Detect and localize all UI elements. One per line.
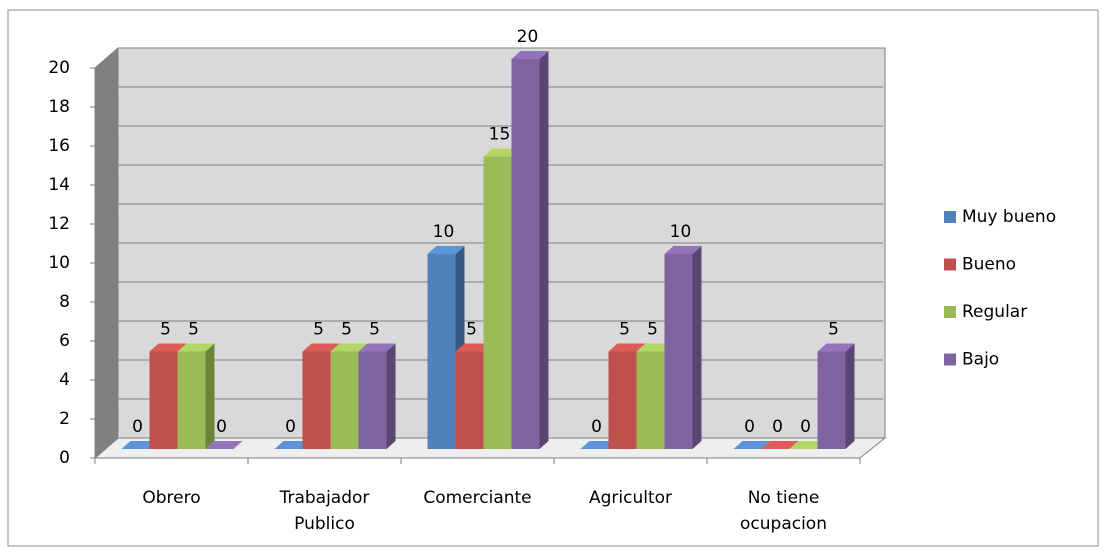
bar-top	[121, 441, 159, 449]
bar	[511, 59, 540, 449]
bar	[149, 351, 178, 449]
y-tick-label: 0	[59, 448, 70, 468]
grid-line-side	[94, 320, 119, 342]
data-label: 5	[341, 320, 352, 340]
bar-side	[845, 343, 855, 449]
grid-line-side	[94, 281, 119, 303]
data-label: 5	[466, 320, 477, 340]
grid-line-side	[94, 242, 119, 264]
bar	[330, 351, 359, 449]
bar-top	[330, 343, 368, 352]
bar-top	[733, 441, 771, 449]
y-tick-label: 2	[59, 409, 70, 429]
grid-line-side	[94, 398, 119, 420]
bar	[358, 351, 387, 449]
bar-top	[817, 343, 855, 352]
bar-top	[455, 343, 493, 352]
y-tick-label: 6	[59, 331, 70, 351]
bar	[427, 254, 456, 449]
data-label: 15	[489, 125, 511, 145]
data-label: 10	[433, 222, 455, 242]
bar-top	[274, 441, 312, 449]
bar	[455, 351, 484, 449]
bar-top	[483, 148, 521, 157]
bar-top	[511, 51, 549, 59]
bar-side	[205, 343, 215, 449]
data-label: 0	[772, 417, 783, 437]
data-label: 5	[647, 320, 658, 340]
grid-line-side	[94, 203, 119, 225]
data-label: 0	[132, 417, 143, 437]
legend-label: Bueno	[962, 255, 1016, 275]
bar-top	[302, 343, 340, 352]
y-tick-label: 18	[48, 97, 70, 117]
y-tick-label: 8	[59, 292, 70, 312]
bar-side	[692, 246, 702, 449]
grid-line-side	[94, 47, 119, 69]
bar-top	[149, 343, 187, 352]
data-label: 5	[160, 320, 171, 340]
data-label: 5	[313, 320, 324, 340]
bar	[817, 351, 846, 449]
data-label: 0	[744, 417, 755, 437]
x-tick-label: No tiene ocupacion	[740, 488, 827, 534]
data-label: 5	[619, 320, 630, 340]
bar-top	[608, 343, 646, 352]
x-tick-label: Comerciante	[423, 488, 531, 508]
bar-top	[177, 343, 215, 352]
bar-top	[636, 343, 674, 352]
grid-line-side	[94, 164, 119, 186]
data-label: 5	[188, 320, 199, 340]
data-label: 5	[369, 320, 380, 340]
bar-top	[427, 246, 465, 254]
data-label: 10	[670, 222, 692, 242]
data-label: 0	[591, 417, 602, 437]
grid-line-side	[94, 437, 119, 459]
grid-line-side	[94, 125, 119, 147]
legend-label: Bajo	[962, 350, 999, 370]
bar	[302, 351, 331, 449]
bar	[608, 351, 637, 449]
bar-side	[386, 343, 396, 449]
bar	[177, 351, 206, 449]
bar	[636, 351, 665, 449]
y-tick-label: 10	[48, 253, 70, 273]
y-tick-label: 20	[48, 58, 70, 78]
bar-side	[539, 51, 549, 449]
x-tick-label: Trabajador Publico	[279, 488, 370, 534]
x-tick-label: Obrero	[142, 488, 200, 508]
bar-top	[580, 441, 618, 449]
grid-line-side	[94, 359, 119, 381]
data-label: 5	[828, 320, 839, 340]
y-tick-label: 16	[48, 136, 70, 156]
bar-top	[205, 441, 243, 449]
bar-top	[761, 441, 799, 449]
bar-top	[789, 441, 827, 449]
legend-swatch	[944, 258, 956, 271]
legend-swatch	[944, 211, 956, 223]
legend-label: Muy bueno	[962, 207, 1056, 227]
y-tick-label: 14	[48, 175, 70, 195]
legend-label: Regular	[962, 302, 1027, 322]
bar	[664, 254, 693, 449]
bar	[483, 156, 512, 449]
y-tick-label: 4	[59, 370, 70, 390]
x-tick-label: Agricultor	[589, 488, 672, 508]
data-label: 0	[285, 417, 296, 437]
y-tick-label: 12	[48, 214, 70, 234]
legend-swatch	[944, 306, 956, 318]
data-label: 0	[800, 417, 811, 437]
data-label: 20	[517, 27, 539, 47]
bar-top	[358, 343, 396, 352]
data-label: 0	[216, 417, 227, 437]
grid-line-side	[94, 86, 119, 108]
bar-top	[664, 246, 702, 254]
legend-swatch	[944, 353, 956, 366]
